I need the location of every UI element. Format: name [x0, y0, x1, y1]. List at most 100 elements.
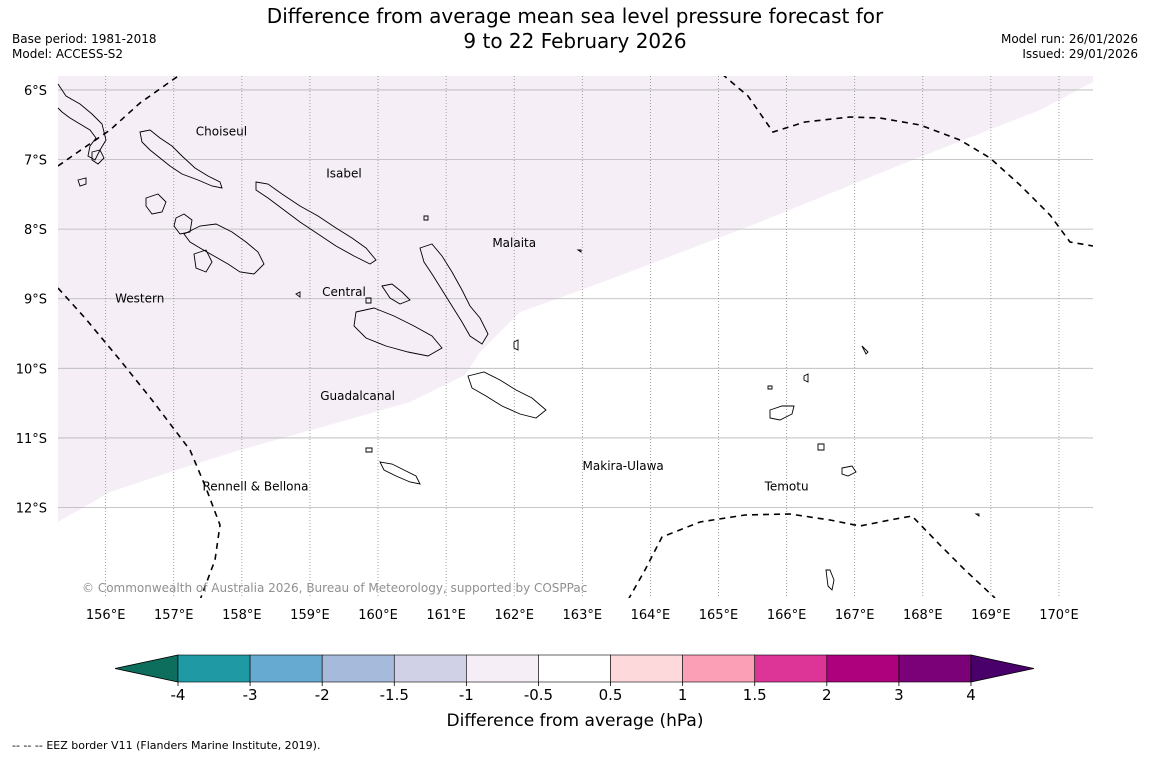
eez-borders — [58, 76, 1093, 598]
title-line-1: Difference from average mean sea level p… — [266, 4, 884, 28]
island-vella-lavella — [145, 193, 167, 215]
colorbar-tick-label: 2 — [822, 686, 832, 704]
title-line-2: 9 to 22 February 2026 — [463, 29, 687, 53]
lon-label: 159°E — [290, 608, 330, 623]
province-label: Temotu — [764, 480, 809, 494]
island-reef — [767, 385, 773, 390]
colorbar-segment — [249, 654, 323, 683]
issued-date: Issued: 29/01/2026 — [1022, 47, 1138, 61]
colorbar-high-arrow — [970, 654, 1035, 683]
island-choiseul — [139, 129, 223, 189]
colorbar-segment — [682, 654, 756, 683]
eez-border-east — [723, 76, 1093, 247]
lon-label: 164°E — [631, 608, 671, 623]
island-rendova — [193, 249, 213, 273]
island-vanikoro — [841, 465, 857, 477]
island-ulawa — [513, 339, 519, 351]
colorbar-segment — [177, 654, 251, 683]
island-malaita — [419, 243, 489, 345]
colorbar-tick-label: -4 — [171, 686, 186, 704]
axis-labels: 6°S 7°S 8°S 9°S 10°S 11°S 12°S 156°E 157°E 158°E 1… — [16, 84, 1079, 623]
colorbar-segment — [393, 654, 467, 683]
island-guadalcanal — [353, 307, 443, 357]
lon-label: 169°E — [971, 608, 1011, 623]
eez-legend-text: EEZ border V11 (Flanders Marine Institut… — [46, 739, 321, 752]
lon-label: 157°E — [154, 608, 194, 623]
colorbar-tick-label: -1 — [459, 686, 474, 704]
map-title: Difference from average mean sea level p… — [0, 4, 1150, 54]
island-bellona — [365, 447, 373, 453]
province-labels: Choiseul Isabel Malaita Western Central Guada… — [115, 125, 808, 494]
island-russell — [295, 291, 301, 298]
province-label: Isabel — [326, 166, 361, 180]
lat-label: 11°S — [16, 432, 47, 447]
lon-label: 170°E — [1039, 608, 1079, 623]
lon-label: 166°E — [767, 608, 807, 623]
island-tikopia — [817, 443, 825, 451]
lon-label: 161°E — [426, 608, 466, 623]
province-label: Guadalcanal — [320, 389, 395, 403]
colorbar: -4 -3 -2 -1.5 -1 -0.5 0.5 1 1.5 2 3 4 — [114, 654, 1035, 704]
island-makira — [467, 371, 547, 419]
island-savo — [365, 297, 372, 304]
eez-border-west — [58, 287, 221, 598]
island-buka — [91, 149, 105, 165]
colorbar-tick-label: 3 — [894, 686, 904, 704]
colorbar-segment — [826, 654, 900, 683]
island-shortland — [77, 177, 87, 187]
lat-label: 12°S — [16, 502, 47, 517]
colorbar-segment — [898, 654, 972, 683]
lon-label: 165°E — [699, 608, 739, 623]
province-label: Makira-Ulawa — [583, 459, 664, 473]
colorbar-segment — [754, 654, 828, 683]
colorbar-segment — [610, 654, 683, 683]
colorbar-segment — [538, 654, 611, 683]
province-label: Malaita — [492, 236, 536, 250]
lon-label: 168°E — [903, 608, 943, 623]
island-anuta — [974, 513, 980, 517]
province-label: Western — [115, 292, 164, 306]
colorbar-tick-label: -0.5 — [524, 686, 553, 704]
island-vanuatu-torres — [825, 569, 835, 591]
island-ontong — [861, 345, 869, 355]
lat-label: 7°S — [24, 154, 47, 169]
colorbar-tick-label: -3 — [243, 686, 258, 704]
colorbar-label: Difference from average (hPa) — [447, 711, 704, 731]
lon-label: 156°E — [86, 608, 126, 623]
colorbar-tick-label: 0.5 — [599, 686, 623, 704]
province-label: Rennell & Bellona — [202, 480, 308, 494]
province-label: Central — [322, 285, 366, 299]
colorbar-tick-label: 1 — [678, 686, 688, 704]
colorbar-tick-label: 4 — [966, 686, 976, 704]
island-sikaiana — [576, 249, 582, 253]
colorbar-segment — [321, 654, 395, 683]
lat-label: 6°S — [24, 84, 47, 99]
model-run: Model run: 26/01/2026 — [1000, 32, 1138, 46]
colorbar-tick-label: -1.5 — [380, 686, 409, 704]
lon-label: 163°E — [563, 608, 603, 623]
lat-label: 8°S — [24, 223, 47, 238]
meta-right: Model run: 26/01/2026 Issued: 29/01/2026 — [1001, 32, 1138, 62]
coastlines — [57, 83, 980, 591]
lon-label: 162°E — [494, 608, 534, 623]
colorbar-low-arrow — [114, 654, 179, 683]
eez-border-nw — [58, 76, 180, 167]
lat-label: 10°S — [16, 362, 47, 377]
eez-border-south — [628, 513, 996, 598]
base-period: Base period: 1981-2018 — [12, 32, 157, 46]
island-rennell — [379, 461, 421, 485]
colorbar-tick-label: -2 — [315, 686, 330, 704]
anomaly-region — [58, 76, 1093, 522]
island-santa-cruz — [769, 405, 795, 421]
island-duff — [803, 373, 809, 383]
lon-label: 160°E — [358, 608, 398, 623]
colorbar-tick-label: 1.5 — [743, 686, 767, 704]
island-new-georgia — [183, 223, 265, 275]
lat-label: 9°S — [24, 293, 47, 308]
island-florida — [381, 283, 411, 305]
lon-label: 167°E — [835, 608, 875, 623]
island-bougainville — [57, 83, 107, 161]
province-label: Choiseul — [196, 125, 247, 139]
island-kolombangara — [173, 213, 193, 235]
